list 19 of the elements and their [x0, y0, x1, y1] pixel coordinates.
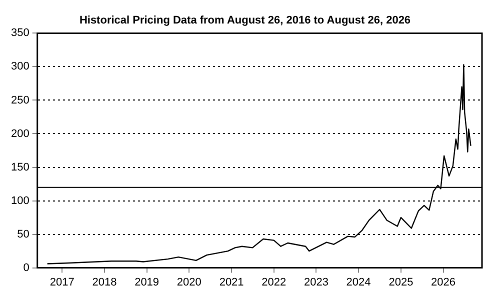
x-tick-label: 2026	[431, 276, 456, 288]
x-tick-label: 2019	[134, 276, 160, 288]
x-tick-label: 2025	[388, 276, 414, 288]
y-tick-label: 200	[10, 128, 30, 140]
y-tick-label: 150	[10, 161, 30, 174]
x-tick-label: 2018	[92, 276, 117, 288]
y-tick-label: 300	[10, 60, 30, 73]
x-tick-label: 2022	[262, 276, 286, 288]
x-tick-label: 2023	[304, 276, 328, 288]
x-tick-label: 2024	[346, 276, 371, 288]
x-tick-label: 2020	[176, 276, 202, 288]
y-tick-label: 50	[17, 228, 30, 240]
y-tick-label: 250	[10, 94, 30, 106]
y-tick-label: 0	[23, 262, 30, 274]
chart-title: Historical Pricing Data from August 26, 2016 to August 26, 2026	[79, 14, 411, 27]
x-tick-label: 2021	[219, 276, 244, 288]
y-tick-label: 100	[10, 194, 30, 207]
y-tick-label: 350	[10, 27, 30, 40]
x-tick-label: 2017	[50, 276, 74, 288]
